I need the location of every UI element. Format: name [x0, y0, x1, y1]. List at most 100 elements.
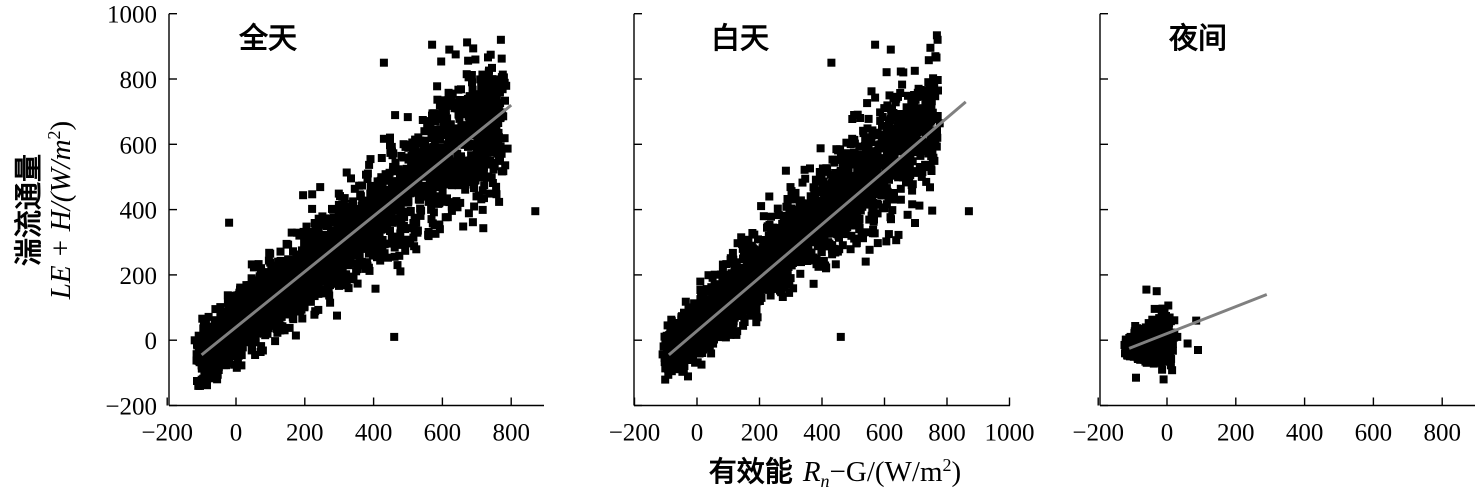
data-point	[460, 134, 469, 143]
data-point	[929, 90, 938, 98]
data-point	[368, 233, 377, 242]
data-point	[263, 329, 272, 338]
data-point	[678, 367, 687, 376]
data-point	[464, 209, 473, 218]
x-tick-label: 400	[355, 420, 393, 447]
data-point	[204, 312, 213, 321]
data-point	[246, 302, 254, 311]
data-point	[247, 274, 256, 283]
data-point	[910, 99, 919, 108]
data-point	[931, 137, 940, 146]
data-point	[933, 35, 942, 44]
data-point	[464, 112, 473, 121]
data-point	[772, 269, 781, 278]
data-point	[308, 204, 317, 213]
data-point	[823, 242, 832, 251]
data-point	[775, 280, 784, 289]
data-point	[465, 176, 474, 185]
data-point	[752, 262, 761, 271]
data-point	[747, 258, 756, 267]
data-point	[780, 283, 789, 292]
data-point	[273, 261, 282, 270]
data-point	[767, 212, 775, 221]
data-point	[860, 173, 869, 182]
data-point	[902, 115, 911, 124]
data-point	[312, 225, 321, 234]
data-point	[411, 180, 419, 189]
data-point	[841, 230, 850, 239]
data-point	[237, 314, 246, 323]
data-point	[926, 183, 934, 192]
data-point	[886, 213, 895, 222]
data-point	[926, 107, 935, 116]
y-tick-label: −200	[105, 394, 157, 421]
data-point	[884, 132, 893, 141]
data-point	[908, 200, 917, 209]
data-point	[433, 82, 442, 91]
data-point	[705, 304, 714, 312]
data-point	[272, 320, 281, 329]
data-point	[718, 273, 727, 282]
data-point	[776, 286, 784, 295]
data-point	[741, 283, 750, 292]
data-point	[797, 258, 805, 267]
data-point	[213, 375, 222, 384]
data-point	[871, 40, 880, 49]
data-point	[348, 199, 357, 208]
data-point	[407, 155, 416, 164]
data-point	[210, 356, 219, 365]
data-point	[724, 279, 733, 288]
data-point	[353, 235, 362, 244]
data-point	[350, 184, 359, 193]
data-point	[454, 179, 463, 188]
data-point	[274, 270, 283, 279]
data-point	[297, 246, 306, 255]
data-point	[662, 344, 671, 353]
data-point	[743, 293, 752, 301]
data-point	[436, 181, 445, 190]
data-point	[343, 226, 352, 235]
data-point	[312, 265, 321, 274]
data-point	[433, 95, 442, 104]
data-point	[891, 161, 900, 169]
data-point	[364, 196, 373, 205]
data-point	[213, 326, 222, 335]
data-point	[794, 246, 803, 254]
x-tick-label: 0	[230, 420, 243, 447]
fit-line	[200, 103, 513, 357]
data-point	[306, 297, 315, 306]
data-point	[458, 126, 467, 135]
data-point	[437, 147, 446, 156]
data-point	[862, 228, 871, 237]
y-tick-label: 0	[145, 328, 158, 355]
data-point	[358, 218, 367, 227]
data-point	[708, 329, 717, 337]
x-tick-label: 600	[424, 420, 462, 447]
data-point	[798, 232, 807, 241]
data-point	[924, 78, 933, 87]
data-point	[226, 337, 235, 346]
data-point	[363, 175, 372, 183]
data-point	[731, 261, 740, 270]
data-point	[361, 202, 370, 211]
data-point	[464, 142, 472, 151]
data-point	[380, 249, 389, 258]
data-point	[253, 328, 262, 337]
data-point	[481, 80, 490, 89]
x-tick-label: 800	[492, 420, 530, 447]
data-point	[732, 287, 741, 296]
data-point	[843, 223, 852, 232]
data-point	[323, 265, 332, 274]
data-point	[402, 239, 411, 248]
data-point	[682, 332, 691, 341]
data-point	[273, 328, 282, 337]
data-point	[892, 236, 901, 245]
data-point	[883, 101, 892, 110]
data-point	[324, 261, 333, 270]
data-point	[435, 225, 444, 234]
data-point	[765, 278, 774, 287]
data-point	[878, 121, 886, 130]
data-point	[284, 255, 293, 264]
data-point	[485, 66, 493, 75]
data-point	[740, 315, 749, 323]
